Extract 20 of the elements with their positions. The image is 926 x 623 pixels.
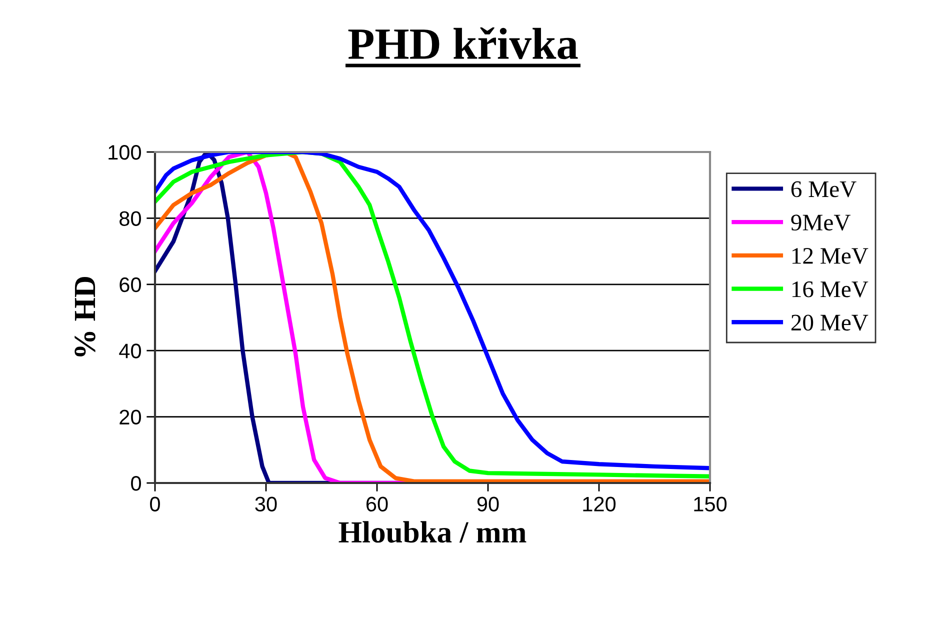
y-tick-label: 0 <box>131 476 141 491</box>
legend-label: 12 MeV <box>792 248 868 264</box>
x-tick-label: 0 <box>150 496 160 512</box>
x-tick-label: 60 <box>366 496 388 512</box>
x-tick-label: 120 <box>583 496 616 512</box>
x-axis-title: Hloubka / mm <box>338 521 526 543</box>
y-tick-label: 100 <box>108 145 141 160</box>
x-tick-label: 150 <box>694 496 727 512</box>
y-tick-label: 40 <box>119 344 141 358</box>
x-tick-label: 30 <box>255 496 277 512</box>
y-axis-title: % HD <box>74 276 96 356</box>
legend-label: 16 MeV <box>792 281 868 298</box>
chart-title: PHD křivka <box>348 27 578 60</box>
legend-label: 6 MeV <box>791 181 856 198</box>
legend-label: 20 MeV <box>791 314 868 331</box>
y-tick-label: 20 <box>120 410 141 425</box>
legend-label: 9MeV <box>791 214 850 231</box>
y-tick-label: 60 <box>120 277 141 292</box>
y-tick-label: 80 <box>120 211 141 226</box>
x-tick-label: 90 <box>477 496 499 512</box>
